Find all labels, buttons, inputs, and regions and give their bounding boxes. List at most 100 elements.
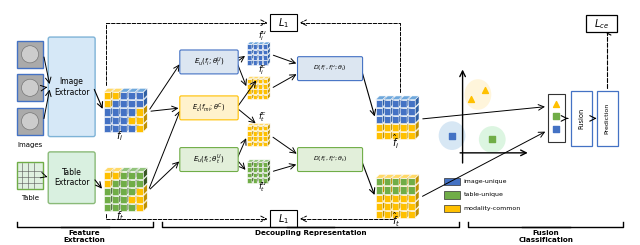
Polygon shape <box>128 168 139 172</box>
Polygon shape <box>112 105 123 108</box>
Polygon shape <box>247 76 254 79</box>
Polygon shape <box>112 97 123 100</box>
Bar <box>258 44 262 49</box>
Polygon shape <box>253 47 260 50</box>
Bar <box>263 131 268 136</box>
Polygon shape <box>407 199 411 210</box>
Polygon shape <box>268 129 270 136</box>
Bar <box>383 178 391 185</box>
Polygon shape <box>111 88 115 99</box>
Bar <box>392 100 399 107</box>
Bar <box>258 55 262 60</box>
Bar <box>392 108 399 115</box>
Polygon shape <box>111 113 115 124</box>
Bar <box>128 188 135 195</box>
Bar <box>253 60 257 65</box>
Bar <box>120 125 127 132</box>
Bar <box>383 116 391 123</box>
Bar <box>112 108 119 116</box>
Text: Image
Extractor: Image Extractor <box>54 77 90 97</box>
Polygon shape <box>252 134 254 141</box>
Polygon shape <box>111 121 115 132</box>
Text: $f_t^u$: $f_t^u$ <box>258 180 267 194</box>
Polygon shape <box>263 82 270 84</box>
Bar <box>247 131 252 136</box>
Bar <box>376 211 383 218</box>
Polygon shape <box>128 88 139 92</box>
Polygon shape <box>391 207 395 218</box>
Polygon shape <box>258 58 265 60</box>
Polygon shape <box>392 128 403 132</box>
Polygon shape <box>262 160 265 167</box>
Polygon shape <box>268 47 270 54</box>
Bar <box>104 100 111 107</box>
Polygon shape <box>400 183 411 186</box>
Polygon shape <box>392 120 403 124</box>
Text: Table: Table <box>21 195 39 201</box>
Polygon shape <box>119 168 123 179</box>
Bar <box>383 124 391 131</box>
Polygon shape <box>400 96 411 100</box>
Polygon shape <box>408 112 419 116</box>
Polygon shape <box>112 200 123 204</box>
Bar <box>444 191 460 199</box>
Polygon shape <box>376 191 387 195</box>
Polygon shape <box>408 207 419 211</box>
Polygon shape <box>399 207 403 218</box>
Polygon shape <box>408 128 419 132</box>
Polygon shape <box>143 88 147 99</box>
Polygon shape <box>127 113 131 124</box>
Polygon shape <box>383 112 387 123</box>
Polygon shape <box>247 165 254 167</box>
Polygon shape <box>262 129 265 136</box>
Polygon shape <box>391 199 395 210</box>
Polygon shape <box>263 87 270 89</box>
Bar <box>247 50 252 54</box>
Polygon shape <box>136 105 147 108</box>
Polygon shape <box>376 183 387 186</box>
Polygon shape <box>383 120 387 131</box>
Polygon shape <box>111 168 115 179</box>
Polygon shape <box>263 58 270 60</box>
Polygon shape <box>383 96 395 100</box>
Polygon shape <box>120 184 131 188</box>
Bar <box>263 55 268 60</box>
Polygon shape <box>128 121 139 125</box>
Polygon shape <box>252 123 254 130</box>
Polygon shape <box>415 96 419 107</box>
Polygon shape <box>128 113 139 117</box>
Polygon shape <box>143 176 147 187</box>
Polygon shape <box>252 165 254 172</box>
Polygon shape <box>252 170 254 177</box>
Polygon shape <box>127 105 131 116</box>
Bar <box>253 84 257 89</box>
Polygon shape <box>112 168 123 172</box>
Polygon shape <box>399 128 403 139</box>
Polygon shape <box>127 88 131 99</box>
Polygon shape <box>253 129 260 131</box>
Ellipse shape <box>479 126 506 153</box>
Polygon shape <box>253 170 260 173</box>
Bar <box>376 203 383 210</box>
Bar <box>400 195 407 202</box>
Polygon shape <box>258 175 265 178</box>
Polygon shape <box>128 184 139 188</box>
Bar <box>383 132 391 139</box>
Bar <box>128 125 135 132</box>
Polygon shape <box>392 112 403 116</box>
Bar <box>258 136 262 141</box>
Polygon shape <box>128 105 139 108</box>
Polygon shape <box>376 174 387 178</box>
Bar <box>263 178 268 183</box>
Text: Feature
Extraction: Feature Extraction <box>63 230 106 243</box>
Polygon shape <box>257 92 260 99</box>
Polygon shape <box>383 191 395 195</box>
Polygon shape <box>127 184 131 195</box>
Text: $E_u(f_t;\theta_t^U)$: $E_u(f_t;\theta_t^U)$ <box>193 153 225 166</box>
Text: Fusion: Fusion <box>579 108 584 129</box>
Polygon shape <box>252 160 254 167</box>
Polygon shape <box>120 88 131 92</box>
Polygon shape <box>383 183 387 194</box>
Polygon shape <box>391 112 395 123</box>
Polygon shape <box>407 207 411 218</box>
